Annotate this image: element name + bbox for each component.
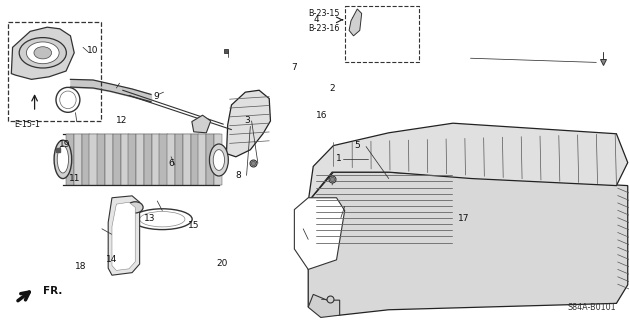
Ellipse shape (26, 42, 59, 64)
Text: 6: 6 (168, 159, 174, 168)
Bar (121, 134, 129, 185)
Bar (191, 134, 199, 185)
Bar (175, 134, 183, 185)
Text: 3: 3 (244, 116, 250, 125)
Bar (82, 134, 90, 185)
Bar (8, 22, 101, 121)
Ellipse shape (60, 91, 76, 109)
Bar (152, 134, 160, 185)
Text: 5: 5 (354, 141, 360, 150)
Ellipse shape (19, 38, 67, 68)
Polygon shape (192, 115, 211, 133)
Polygon shape (112, 202, 135, 270)
Bar (183, 134, 191, 185)
Text: 12: 12 (116, 116, 127, 125)
Text: 11: 11 (69, 174, 80, 183)
Polygon shape (308, 123, 628, 202)
Polygon shape (108, 196, 140, 275)
Bar (159, 134, 167, 185)
Ellipse shape (209, 144, 228, 176)
Text: FR.: FR. (43, 285, 62, 296)
Text: B-23-15: B-23-15 (308, 9, 340, 18)
Text: 2: 2 (330, 84, 335, 93)
Bar (97, 134, 105, 185)
Bar (198, 134, 206, 185)
Bar (66, 134, 74, 185)
Text: 7: 7 (291, 63, 298, 72)
Text: 10: 10 (87, 46, 99, 55)
Text: 9: 9 (153, 92, 159, 101)
Text: E-15-1: E-15-1 (14, 120, 40, 129)
Bar (345, 6, 419, 62)
Text: 15: 15 (188, 221, 199, 230)
Text: 13: 13 (144, 214, 155, 223)
Polygon shape (308, 172, 628, 315)
Bar (144, 134, 152, 185)
Ellipse shape (127, 202, 143, 213)
Bar (113, 134, 121, 185)
Text: 4: 4 (314, 15, 319, 24)
Text: B-23-16: B-23-16 (308, 24, 340, 33)
Ellipse shape (34, 47, 52, 59)
Polygon shape (294, 198, 345, 269)
Text: 1: 1 (335, 154, 342, 163)
Polygon shape (11, 27, 74, 79)
Bar (128, 134, 136, 185)
Bar (214, 134, 222, 185)
Bar (206, 134, 214, 185)
Bar (74, 134, 82, 185)
Text: 8: 8 (235, 171, 241, 180)
Ellipse shape (57, 146, 69, 173)
Bar (105, 134, 113, 185)
Text: 18: 18 (75, 262, 86, 271)
Ellipse shape (132, 209, 192, 230)
Ellipse shape (56, 87, 80, 112)
Text: 17: 17 (459, 214, 470, 223)
Text: S84A-B0101: S84A-B0101 (568, 303, 616, 312)
Text: 14: 14 (106, 255, 118, 264)
Bar (136, 134, 144, 185)
Bar (89, 134, 97, 185)
Polygon shape (308, 294, 340, 317)
Polygon shape (349, 9, 362, 36)
Text: 16: 16 (316, 111, 328, 120)
Polygon shape (226, 90, 270, 157)
Text: 20: 20 (216, 259, 228, 268)
Bar (167, 134, 175, 185)
Text: 19: 19 (59, 140, 70, 149)
Ellipse shape (140, 212, 185, 227)
Ellipse shape (54, 140, 72, 179)
Ellipse shape (213, 150, 225, 171)
